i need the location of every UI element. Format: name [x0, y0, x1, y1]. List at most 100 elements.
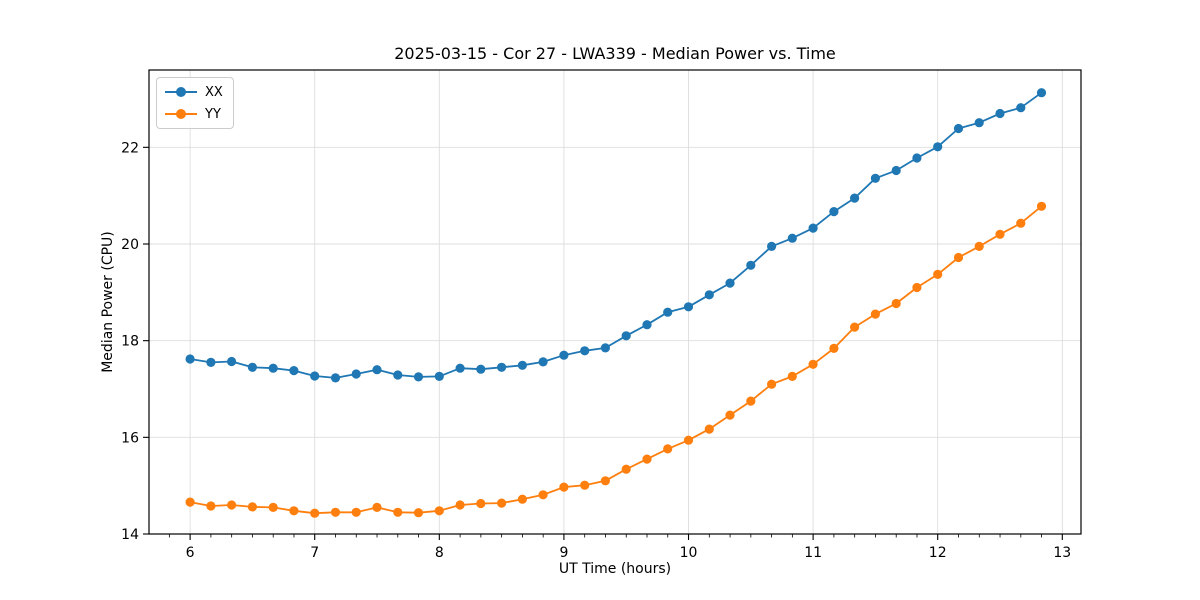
x-tick-label: 6: [186, 545, 195, 561]
x-minor-ticks: [168, 534, 1042, 538]
data-point: [787, 371, 797, 381]
data-point: [330, 373, 341, 383]
data-point: [476, 498, 486, 509]
y-tick-label: 20: [121, 237, 139, 253]
data-point: [247, 502, 257, 512]
data-point: [580, 346, 590, 356]
data-point: [268, 502, 278, 512]
y-axis-label: Median Power (CPU): [100, 231, 116, 373]
data-point: [642, 454, 652, 464]
data-point: [663, 307, 673, 317]
x-tick-label: 7: [310, 545, 319, 561]
data-point: [746, 396, 756, 406]
data-point: [559, 482, 569, 492]
data-point: [808, 359, 818, 369]
data-point: [995, 108, 1005, 119]
data-point: [1036, 88, 1047, 98]
x-tick-label: 11: [804, 545, 822, 561]
data-point: [600, 476, 611, 486]
data-point: [767, 241, 777, 251]
legend-item-yy: YY: [165, 105, 223, 123]
data-point: [393, 507, 403, 517]
data-point: [268, 363, 278, 373]
y-tick-label: 18: [121, 334, 139, 350]
data-point: [227, 500, 237, 510]
data-point: [1016, 103, 1026, 113]
data-point: [891, 298, 901, 309]
data-point: [206, 501, 216, 511]
data-point: [455, 500, 465, 510]
data-point: [289, 506, 299, 516]
data-point: [787, 233, 797, 243]
x-tick-label: 10: [680, 545, 698, 561]
data-point: [351, 369, 361, 379]
data-point: [476, 364, 486, 374]
data-point: [434, 506, 444, 516]
data-point: [1016, 218, 1026, 228]
data-point: [870, 173, 881, 183]
data-point: [829, 343, 839, 353]
data-point: [206, 357, 216, 367]
data-point: [497, 498, 507, 508]
data-point: [953, 123, 964, 134]
data-point: [912, 153, 922, 163]
data-point: [393, 370, 403, 380]
data-point: [683, 302, 694, 312]
data-point: [517, 494, 528, 504]
data-point: [413, 508, 424, 518]
data-point: [310, 508, 320, 518]
data-point: [1036, 201, 1047, 211]
legend-item-xx: XX: [165, 83, 223, 101]
data-point: [912, 282, 922, 293]
plot-border: [148, 69, 1082, 535]
data-point: [413, 372, 424, 382]
y-tick-label: 22: [121, 140, 139, 156]
data-point: [974, 118, 984, 128]
data-point: [704, 290, 714, 300]
data-point: [870, 309, 881, 319]
legend-marker-yy-icon: [165, 108, 197, 120]
data-point: [517, 360, 528, 370]
data-point: [746, 260, 756, 270]
data-point: [683, 435, 694, 445]
data-point: [580, 480, 590, 490]
data-point: [227, 356, 237, 367]
y-tick-label: 14: [121, 527, 139, 543]
data-point: [704, 424, 714, 434]
x-tick-label: 13: [1053, 545, 1071, 561]
data-point: [933, 142, 943, 152]
data-point: [497, 362, 507, 372]
data-point: [372, 502, 382, 512]
data-point: [725, 410, 735, 420]
legend-label-yy: YY: [205, 106, 221, 122]
chart-title: 2025-03-15 - Cor 27 - LWA339 - Median Po…: [394, 44, 836, 63]
data-point: [289, 366, 299, 376]
data-point: [767, 379, 777, 389]
data-point: [953, 252, 964, 263]
data-point: [559, 350, 569, 360]
data-point: [850, 322, 860, 332]
data-point: [538, 357, 548, 367]
x-tick-label: 8: [435, 545, 444, 561]
data-point: [621, 331, 631, 341]
data-point: [621, 464, 631, 474]
series-xx: [185, 88, 1047, 383]
x-tick-label: 12: [929, 545, 947, 561]
data-point: [850, 193, 860, 203]
data-point: [247, 362, 257, 372]
data-point: [808, 223, 818, 233]
data-point: [891, 165, 901, 176]
data-point: [600, 343, 611, 353]
gridlines: [149, 70, 1081, 535]
data-point: [310, 371, 320, 381]
legend-label-xx: XX: [205, 84, 223, 100]
data-point: [372, 365, 382, 375]
data-point: [330, 507, 341, 517]
y-axis-ticks: 14 16 18 20 22: [121, 140, 149, 543]
series-yy: [185, 201, 1047, 518]
data-point: [642, 320, 652, 330]
x-axis-label: UT Time (hours): [558, 561, 672, 577]
data-point: [995, 229, 1005, 239]
